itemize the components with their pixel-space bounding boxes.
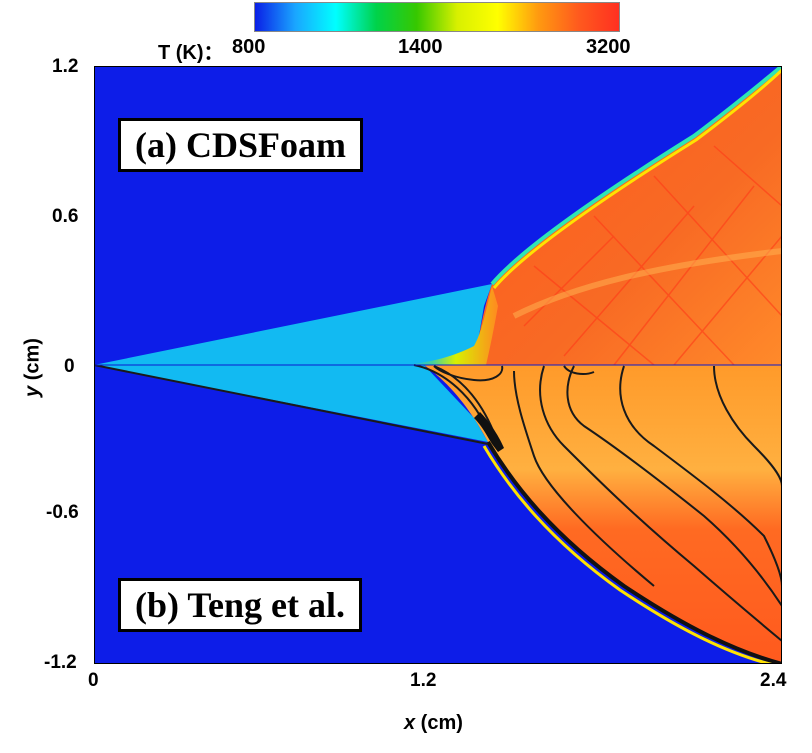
colorbar-tick-3200: 3200 xyxy=(586,36,631,58)
y-tick-neg0.6: -0.6 xyxy=(46,502,79,523)
top-detonation-front xyxy=(490,66,782,286)
x-tick-1.2: 1.2 xyxy=(410,670,437,691)
panel-label-b: (b) Teng et al. xyxy=(118,578,363,632)
colorbar-title: T (K)： xyxy=(158,42,224,64)
y-tick-neg1.2: -1.2 xyxy=(44,652,77,673)
y-tick-0: 0 xyxy=(64,356,75,377)
top-wedge-region xyxy=(94,284,492,365)
temperature-colorbar xyxy=(254,2,620,32)
bottom-detonation-front xyxy=(486,440,782,664)
top-induction-zone xyxy=(404,286,498,365)
x-axis-title: x (cm) xyxy=(404,712,463,734)
bottom-shock-root xyxy=(474,412,504,452)
y-tick-0.6: 0.6 xyxy=(52,206,79,227)
x-tick-2.4: 2.4 xyxy=(760,670,787,691)
top-transverse-waves xyxy=(523,145,782,366)
temperature-field-plot xyxy=(94,66,782,664)
y-axis-title: y (cm) xyxy=(21,338,44,397)
panel-label-a: (a) CDSFoam xyxy=(118,118,363,172)
colorbar-tick-1400: 1400 xyxy=(398,36,443,58)
top-burnt-region xyxy=(474,66,782,365)
y-tick-1.2: 1.2 xyxy=(52,56,79,77)
x-tick-0: 0 xyxy=(88,670,99,691)
bottom-burnt-region xyxy=(424,365,782,664)
colorbar-tick-800: 800 xyxy=(232,36,266,58)
